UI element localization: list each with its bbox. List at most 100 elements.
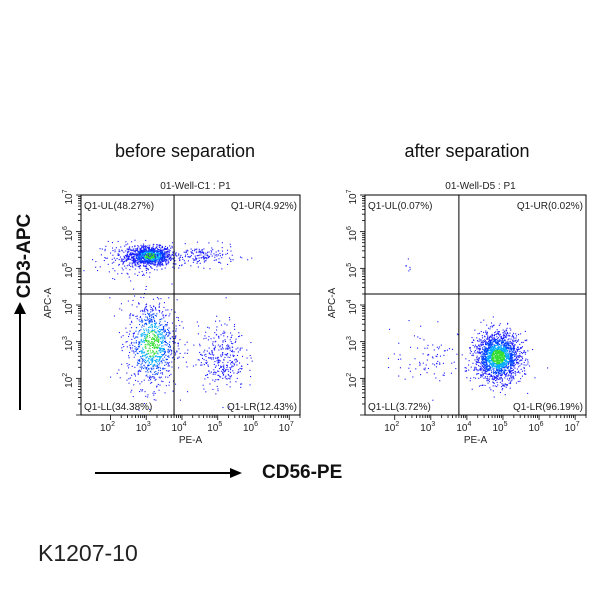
event-dot xyxy=(147,268,149,270)
event-dot xyxy=(121,250,123,252)
event-dot xyxy=(154,321,156,323)
event-dot xyxy=(492,353,494,355)
event-dot xyxy=(136,306,138,308)
event-dot xyxy=(501,374,503,376)
event-dot xyxy=(137,380,139,382)
event-dot xyxy=(520,378,522,380)
event-dot xyxy=(137,254,139,256)
event-dot xyxy=(232,362,234,364)
event-dot xyxy=(158,259,160,261)
event-dot xyxy=(439,380,441,382)
event-dot xyxy=(519,360,521,362)
event-dot xyxy=(488,368,490,370)
event-dot xyxy=(201,249,203,251)
event-dot xyxy=(147,261,149,263)
event-dot xyxy=(146,266,148,268)
event-dot xyxy=(135,350,137,352)
event-dot xyxy=(151,308,153,310)
event-dot xyxy=(139,317,141,319)
event-dot xyxy=(155,322,157,324)
event-dot xyxy=(478,365,480,367)
event-dot xyxy=(236,354,238,356)
event-dot xyxy=(239,362,241,364)
event-dot xyxy=(475,352,477,354)
event-dot xyxy=(148,340,150,342)
event-dot xyxy=(121,258,123,260)
event-dot xyxy=(154,325,156,327)
event-dot xyxy=(143,355,145,357)
event-dot xyxy=(510,368,512,370)
event-dot xyxy=(151,368,153,370)
event-dot xyxy=(227,336,229,338)
event-dot xyxy=(487,373,489,375)
event-dot xyxy=(133,342,135,344)
event-dot xyxy=(154,320,156,322)
event-dot xyxy=(482,362,484,364)
event-dot xyxy=(143,243,145,245)
event-dot xyxy=(472,355,474,357)
event-dot xyxy=(198,254,200,256)
event-dot xyxy=(508,361,510,363)
event-dot xyxy=(505,346,507,348)
event-dot xyxy=(465,358,467,360)
event-dot xyxy=(198,260,200,262)
event-dot xyxy=(131,304,133,306)
event-dot xyxy=(130,254,132,256)
event-dot xyxy=(154,307,156,309)
event-dot xyxy=(165,259,167,261)
event-dot xyxy=(483,352,485,354)
event-dot xyxy=(178,367,180,369)
event-dot xyxy=(489,363,491,365)
event-dot xyxy=(164,361,166,363)
event-dot xyxy=(143,252,145,254)
event-dot xyxy=(525,358,527,360)
event-dot xyxy=(148,332,150,334)
event-dot xyxy=(147,365,149,367)
event-dot xyxy=(527,359,529,361)
event-dot xyxy=(151,361,153,363)
event-dot xyxy=(164,315,166,317)
event-dot xyxy=(209,268,211,270)
event-dot xyxy=(482,353,484,355)
event-dot xyxy=(483,319,485,321)
event-dot xyxy=(211,350,213,352)
event-dot xyxy=(492,352,494,354)
event-dot xyxy=(142,311,144,313)
event-dot xyxy=(177,345,179,347)
event-dot xyxy=(217,388,219,390)
event-dot xyxy=(193,250,195,252)
event-dot xyxy=(163,330,165,332)
event-dot xyxy=(513,351,515,353)
event-dot xyxy=(398,375,400,377)
event-dot xyxy=(492,363,494,365)
event-dot xyxy=(493,349,495,351)
event-dot xyxy=(142,249,144,251)
event-dot xyxy=(234,359,236,361)
event-dot xyxy=(147,251,149,253)
event-dot xyxy=(521,363,523,365)
event-dot xyxy=(132,250,134,252)
event-dot xyxy=(148,248,150,250)
event-dot xyxy=(484,346,486,348)
event-dot xyxy=(492,390,494,392)
event-dot xyxy=(504,333,506,335)
event-dot xyxy=(501,380,503,382)
event-dot xyxy=(203,253,205,255)
event-dot xyxy=(227,348,229,350)
event-dot xyxy=(230,371,232,373)
x-tick-label: 106 xyxy=(529,421,544,434)
event-dot xyxy=(501,356,503,358)
event-dot xyxy=(145,354,147,356)
event-dot xyxy=(231,342,233,344)
event-dot xyxy=(199,351,201,353)
event-dot xyxy=(432,363,434,365)
event-dot xyxy=(480,384,482,386)
event-dot xyxy=(161,268,163,270)
event-dot xyxy=(476,359,478,361)
event-dot xyxy=(144,334,146,336)
event-dot xyxy=(214,254,216,256)
event-dot xyxy=(163,306,165,308)
y-tick-label: 102 xyxy=(62,373,75,388)
event-dot xyxy=(504,334,506,336)
event-dot xyxy=(150,358,152,360)
